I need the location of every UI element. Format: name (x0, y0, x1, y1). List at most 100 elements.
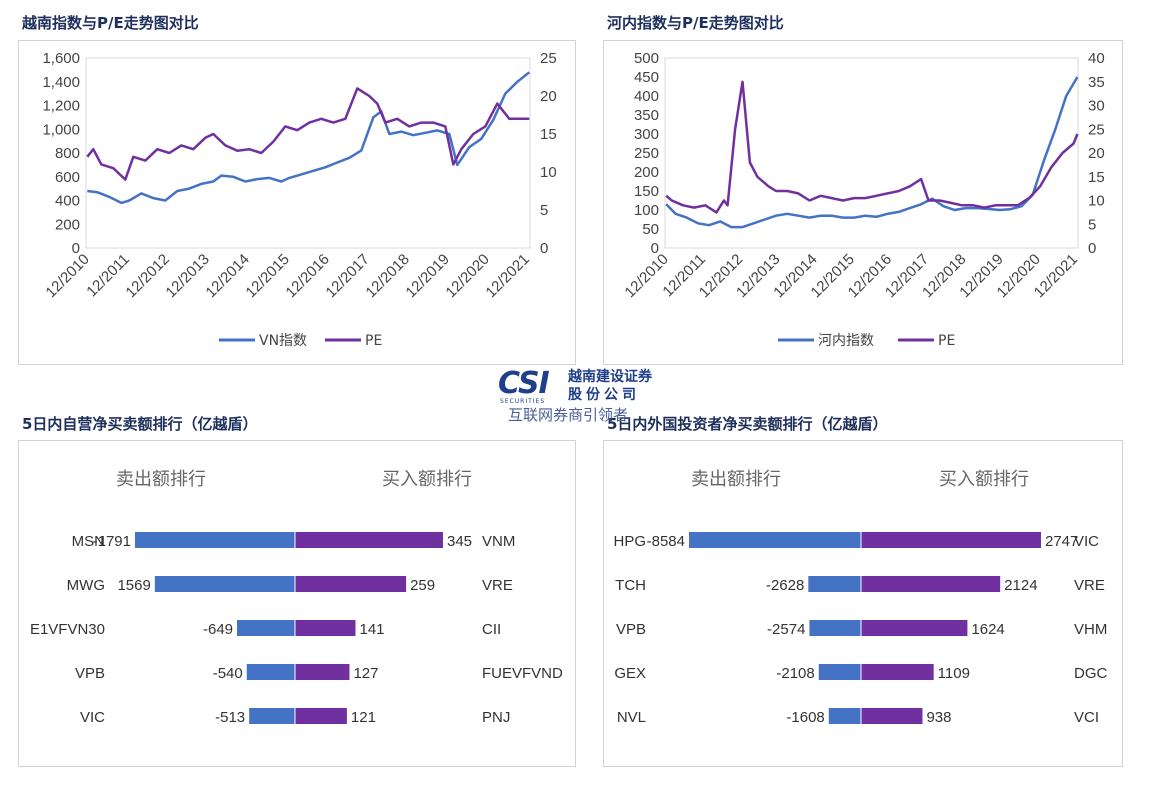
y-right-tick-label: 20 (540, 88, 557, 105)
vn-line-chart: 0 200 400 600 800 1,000 1,200 1,400 1,600 0 5 10 15 2… (42, 50, 557, 349)
sell-value-label: -513 (215, 709, 245, 726)
y-right-tick-label: 15 (540, 126, 557, 143)
self-trade-panel: 卖出额排行 买入额排行 -1791 MSN 1569 MWG -649 E1VFVN30 -54… (18, 440, 576, 767)
sell-value-label: -1608 (786, 709, 824, 726)
x-tick-label: 12/2020 (442, 251, 492, 301)
y-left-tick-label: 250 (634, 145, 659, 162)
buy-bar (861, 532, 1041, 548)
sell-bar (818, 664, 861, 680)
legend-label: 河内指数 (818, 333, 874, 349)
y-left-tick-label: 1,400 (42, 74, 80, 91)
buy-value-label: 1624 (971, 621, 1004, 638)
hn-chart-title: 河内指数与P/E走势图对比 (607, 14, 784, 32)
y-left-tick-label: 1,600 (42, 50, 80, 67)
buy-value-label: 2124 (1004, 577, 1037, 594)
y-right-tick-label: 25 (540, 50, 557, 67)
y-left-tick-label: 0 (651, 240, 659, 257)
logo-mark: CSI (498, 366, 550, 401)
sell-bar (828, 708, 861, 724)
buy-bar (295, 620, 356, 636)
sell-value-label: -2628 (766, 577, 804, 594)
buy-ticker-label: VHM (1074, 621, 1107, 638)
buy-ticker-label: VCI (1074, 709, 1099, 726)
x-tick-label: 12/2019 (402, 251, 452, 301)
sell-value-label: -8584 (647, 533, 685, 550)
buy-ticker-label: VIC (1074, 533, 1099, 550)
x-tick-label: 12/2018 (362, 251, 412, 301)
hn-line-chart: 0 50 100 150 200 250 300 350 400 450 500 0 5 10 15 20 25… (621, 50, 1105, 349)
logo-subtext: SECURITIES (500, 398, 546, 405)
series-line-pe (665, 80, 1079, 214)
sell-bar (809, 620, 861, 636)
sell-value-label: -2574 (767, 621, 805, 638)
buy-ticker-label: FUEVFVND (482, 665, 563, 682)
sell-bar (689, 532, 861, 548)
sell-value-label: -540 (213, 665, 243, 682)
legend-label: VN指数 (259, 333, 307, 349)
buy-ticker-label: PNJ (482, 709, 510, 726)
y-left-tick-label: 600 (55, 169, 80, 186)
x-tick-label: 12/2013 (162, 251, 212, 301)
buy-value-label: 121 (351, 709, 376, 726)
y-left-tick-label: 200 (55, 216, 80, 233)
sell-ticker-label: MWG (67, 577, 105, 594)
sell-ticker-label: TCH (615, 577, 646, 594)
y-left-tick-label: 0 (72, 240, 80, 257)
x-tick-label: 12/2021 (482, 251, 532, 301)
buy-value-label: 345 (447, 533, 472, 550)
series-line-index (87, 71, 531, 205)
buy-bar (295, 708, 347, 724)
y-left-tick-label: 350 (634, 107, 659, 124)
y-left-tick-label: 50 (642, 221, 659, 238)
buy-bar (861, 708, 923, 724)
buy-value-label: 127 (353, 665, 378, 682)
sell-bar (135, 532, 295, 548)
plot-area (664, 57, 1079, 249)
buy-ticker-label: DGC (1074, 665, 1108, 682)
buy-value-label: 2747 (1045, 533, 1078, 550)
sell-bar (249, 708, 295, 724)
sell-ticker-label: HPG (613, 533, 646, 550)
y-right-tick-label: 25 (1088, 121, 1105, 138)
logo-company-line2: 股份公司 (568, 387, 640, 403)
x-tick-label: 12/2012 (122, 251, 172, 301)
sell-ticker-label: VPB (75, 665, 105, 682)
buy-heading: 买入额排行 (382, 469, 472, 490)
y-left-tick-label: 400 (634, 88, 659, 105)
buy-ticker-label: VNM (482, 533, 515, 550)
y-left-tick-label: 1,200 (42, 98, 80, 115)
y-left-tick-label: 300 (634, 126, 659, 143)
buy-ticker-label: VRE (1074, 577, 1105, 594)
y-right-tick-label: 5 (540, 202, 548, 219)
logo-company-line1: 越南建设证券 (568, 369, 652, 385)
sell-ticker-label: NVL (617, 709, 646, 726)
legend-label: PE (365, 333, 382, 349)
series-line-index (665, 76, 1079, 229)
y-right-tick-label: 20 (1088, 145, 1105, 162)
vn-chart-title: 越南指数与P/E走势图对比 (22, 14, 199, 32)
sell-ticker-label: VIC (80, 709, 105, 726)
sell-bar (808, 576, 861, 592)
y-left-tick-label: 800 (55, 145, 80, 162)
sell-ticker-label: VPB (616, 621, 646, 638)
y-left-tick-label: 500 (634, 50, 659, 67)
y-right-tick-label: 10 (540, 164, 557, 181)
buy-ticker-label: VRE (482, 577, 513, 594)
sell-ticker-label: GEX (614, 665, 646, 682)
self-trade-title: 5日内自营净买卖额排行（亿越盾） (22, 415, 258, 433)
sell-bar (246, 664, 295, 680)
y-left-tick-label: 450 (634, 69, 659, 86)
sell-bar (237, 620, 295, 636)
legend-label: PE (938, 333, 955, 349)
buy-bar (295, 664, 350, 680)
buy-bar (861, 664, 934, 680)
sell-value-label: -649 (203, 621, 233, 638)
watermark-slogan: 互联网券商引领者 (508, 406, 629, 424)
buy-bar (861, 576, 1001, 592)
hn-chart-panel: 0 50 100 150 200 250 300 350 400 450 500 0 5 10 15 20 25… (603, 40, 1123, 365)
foreign-trade-panel: 卖出额排行 买入额排行 -8584 HPG -2628 TCH -2574 VPB -2108 G… (603, 440, 1123, 767)
series-line-pe (86, 87, 530, 181)
buy-value-label: 938 (926, 709, 951, 726)
